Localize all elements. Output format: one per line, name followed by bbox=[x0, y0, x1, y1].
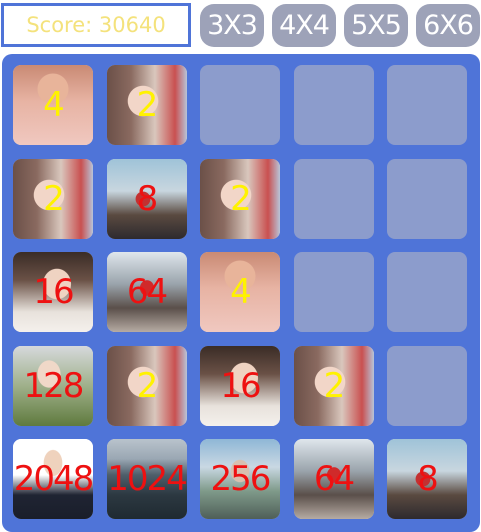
size-button-4x4[interactable]: 4X4 bbox=[272, 4, 336, 47]
size-button-6x6[interactable]: 6X6 bbox=[416, 4, 480, 47]
tile-16: 16 bbox=[200, 345, 280, 426]
size-button-5x5[interactable]: 5X5 bbox=[344, 4, 408, 47]
tile-value: 2048 bbox=[13, 459, 93, 499]
tile-2: 2 bbox=[13, 158, 93, 239]
girl-beach-photo bbox=[387, 439, 467, 519]
tile-64: 64 bbox=[293, 439, 374, 519]
tile-2: 2 bbox=[200, 158, 280, 239]
tile-value: 256 bbox=[210, 459, 272, 499]
girl-portrait-photo bbox=[106, 65, 187, 145]
tile-2048: 2048 bbox=[13, 439, 93, 519]
game-board[interactable]: 4 2 2 8 2 16 64 4 128 2 16 2 2048 1024 256 64 8 bbox=[2, 54, 480, 532]
girl-balcony-photo bbox=[106, 252, 187, 332]
empty-cell bbox=[293, 65, 374, 145]
girl-thinking-photo bbox=[13, 252, 93, 332]
girl-portrait-photo bbox=[106, 345, 187, 426]
score-display: Score: 30640 bbox=[1, 3, 191, 47]
girl-thinking-photo bbox=[200, 345, 280, 426]
girl-balcony-photo bbox=[293, 439, 374, 519]
tile-value: 16 bbox=[220, 365, 261, 406]
girl-portrait-photo bbox=[200, 158, 280, 239]
tile-4: 4 bbox=[13, 65, 93, 145]
tile-8: 8 bbox=[106, 158, 187, 239]
size-button-3x3[interactable]: 3X3 bbox=[200, 4, 264, 47]
tile-2: 2 bbox=[293, 345, 374, 426]
empty-cell bbox=[200, 65, 280, 145]
tile-value: 64 bbox=[313, 459, 355, 499]
girl-beach-photo bbox=[106, 158, 187, 239]
empty-cell bbox=[387, 158, 467, 239]
empty-cell bbox=[387, 252, 467, 332]
tile-256: 256 bbox=[200, 439, 280, 519]
girl-sunglasses-photo bbox=[200, 252, 280, 332]
girl-flowers-photo bbox=[13, 345, 93, 426]
boy-suit-photo bbox=[13, 439, 93, 519]
girl-portrait-photo bbox=[293, 345, 374, 426]
tile-value: 4 bbox=[230, 272, 252, 312]
tile-value: 128 bbox=[23, 365, 85, 406]
tile-64: 64 bbox=[106, 252, 187, 332]
empty-cell bbox=[387, 345, 467, 426]
tile-value: 2 bbox=[323, 365, 346, 406]
girl-sunglasses-photo bbox=[13, 65, 93, 145]
girl-scenery-photo bbox=[200, 439, 280, 519]
tile-value: 2 bbox=[136, 365, 159, 406]
tile-2: 2 bbox=[106, 345, 187, 426]
empty-cell bbox=[293, 158, 374, 239]
empty-cell bbox=[387, 65, 467, 145]
tile-2: 2 bbox=[106, 65, 187, 145]
tile-8: 8 bbox=[387, 439, 467, 519]
score-label: Score: 30640 bbox=[26, 13, 166, 37]
tile-value: 1024 bbox=[107, 459, 186, 499]
tile-4: 4 bbox=[200, 252, 280, 332]
tile-value: 8 bbox=[136, 178, 159, 219]
tile-value: 64 bbox=[126, 272, 168, 312]
tile-1024: 1024 bbox=[106, 439, 187, 519]
girl-portrait-photo bbox=[13, 158, 93, 239]
sea-rocks-photo bbox=[106, 439, 187, 519]
empty-cell bbox=[293, 252, 374, 332]
tile-16: 16 bbox=[13, 252, 93, 332]
tile-value: 2 bbox=[43, 178, 65, 219]
tile-128: 128 bbox=[13, 345, 93, 426]
tile-value: 2 bbox=[230, 178, 252, 219]
tile-value: 8 bbox=[417, 459, 439, 499]
tile-value: 2 bbox=[136, 85, 159, 125]
tile-value: 16 bbox=[33, 272, 74, 312]
tile-value: 4 bbox=[43, 85, 65, 125]
